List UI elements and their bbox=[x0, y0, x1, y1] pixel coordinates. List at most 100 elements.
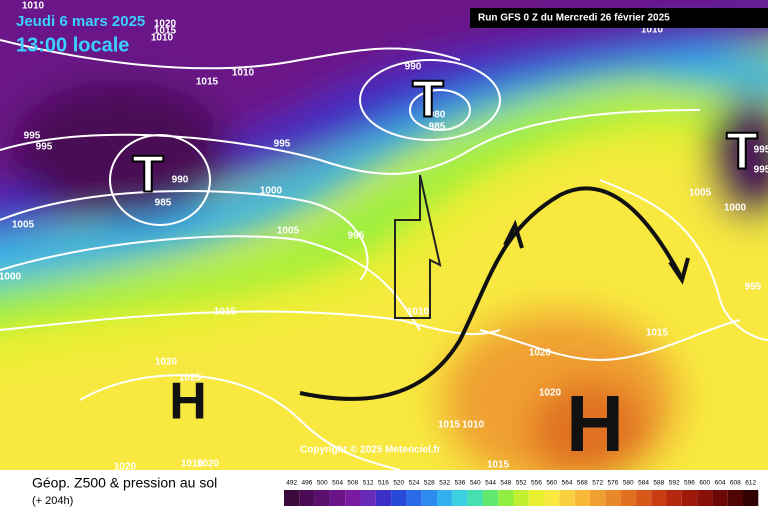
isobar-label: 1000 bbox=[0, 272, 22, 283]
scale-label: 556 bbox=[531, 480, 542, 487]
isobar-label: 995 bbox=[745, 282, 762, 293]
scale-swatch bbox=[391, 490, 407, 506]
scale-swatch bbox=[284, 490, 300, 506]
isobar-label: 1020 bbox=[529, 348, 552, 359]
pressure-center: T bbox=[412, 71, 444, 129]
isobar-label: 995 bbox=[754, 165, 768, 176]
copyright: Copyright © 2025 Meteociel.fr bbox=[300, 445, 441, 456]
scale-label: 540 bbox=[470, 480, 481, 487]
isobar-label: 1000 bbox=[260, 186, 283, 197]
isobar-label: 995 bbox=[348, 231, 365, 242]
isobar-label: 1015 bbox=[646, 328, 669, 339]
scale-swatch bbox=[299, 490, 315, 506]
scale-swatch bbox=[635, 490, 652, 506]
scale-swatch bbox=[590, 490, 606, 506]
isobar-label: 1025 bbox=[179, 373, 202, 384]
scale-swatch bbox=[620, 490, 636, 506]
scale-swatch bbox=[467, 490, 483, 506]
scale-label: 584 bbox=[638, 480, 649, 487]
scale-label: 572 bbox=[592, 480, 603, 487]
scale-label: 612 bbox=[745, 480, 756, 487]
scale-swatch bbox=[727, 490, 743, 506]
pressure-center: H bbox=[566, 379, 624, 468]
isobar-label: 1010 bbox=[181, 459, 204, 470]
scale-label: 508 bbox=[347, 480, 358, 487]
scale-label: 568 bbox=[577, 480, 588, 487]
isobar-label: 1010 bbox=[22, 1, 45, 12]
isobar-label: 1020 bbox=[155, 357, 178, 368]
scale-label: 564 bbox=[562, 480, 573, 487]
scale-label: 596 bbox=[684, 480, 695, 487]
date-label: Jeudi 6 mars 2025 bbox=[16, 13, 145, 30]
scale-swatch bbox=[437, 490, 453, 506]
isobar-label: 990 bbox=[172, 175, 189, 186]
scale-label: 504 bbox=[332, 480, 343, 487]
scale-swatch bbox=[666, 490, 682, 506]
front bbox=[299, 174, 690, 401]
pressure-center: T bbox=[726, 123, 758, 181]
scale-swatch bbox=[452, 490, 468, 506]
scale-swatch bbox=[743, 490, 759, 506]
scale-label: 560 bbox=[546, 480, 557, 487]
pressure-center: H bbox=[169, 373, 207, 431]
isobar-label: 1015 bbox=[154, 26, 177, 37]
isobar-label: 1020 bbox=[114, 462, 137, 473]
time-label: 13:00 locale bbox=[16, 34, 129, 56]
footer-subtitle: (+ 204h) bbox=[32, 495, 73, 507]
scale-label: 492 bbox=[286, 480, 297, 487]
color-scale: 492 496 500 504 508 512 516 520 524 528 532 536 540 5… bbox=[284, 480, 759, 506]
scale-swatch bbox=[513, 490, 529, 506]
isobar-label: 1010 bbox=[407, 307, 430, 318]
scale-swatch bbox=[314, 490, 330, 506]
isobar-label: 995 bbox=[274, 139, 291, 150]
isobar-label: 995 bbox=[24, 131, 41, 142]
scale-swatch bbox=[482, 490, 499, 506]
scale-label: 592 bbox=[669, 480, 680, 487]
scale-label: 512 bbox=[363, 480, 374, 487]
scale-swatch bbox=[406, 490, 422, 506]
scale-label: 604 bbox=[715, 480, 726, 487]
isobar-label: 995 bbox=[36, 142, 53, 153]
isobar-label: 1000 bbox=[724, 203, 747, 214]
isobar-label: 980 bbox=[429, 110, 446, 121]
scale-swatch bbox=[697, 490, 713, 506]
scale-label: 548 bbox=[500, 480, 511, 487]
isobar-label: 1010 bbox=[641, 25, 664, 36]
scale-label: 600 bbox=[699, 480, 710, 487]
scale-swatch bbox=[712, 490, 728, 506]
isobar-label: 1005 bbox=[12, 220, 35, 231]
scale-label: 528 bbox=[424, 480, 435, 487]
pressure-center: T bbox=[132, 146, 164, 204]
isobar-label: 990 bbox=[405, 62, 422, 73]
scale-swatch bbox=[681, 490, 698, 506]
run-banner bbox=[470, 8, 768, 28]
run-label: Run GFS 0 Z du Mercredi 26 février 2025 bbox=[478, 13, 670, 24]
scale-label: 532 bbox=[439, 480, 450, 487]
isobar-label: 1015 bbox=[214, 307, 237, 318]
scale-swatch bbox=[528, 490, 545, 506]
scale-label: 516 bbox=[378, 480, 389, 487]
scale-label: 496 bbox=[302, 480, 313, 487]
isobar-label: 1010 bbox=[232, 68, 255, 79]
scale-swatch bbox=[329, 490, 346, 506]
isobar-label: 1020 bbox=[197, 459, 220, 470]
scale-swatch bbox=[498, 490, 514, 506]
isobar-label: 985 bbox=[155, 198, 172, 209]
scale-label: 576 bbox=[608, 480, 619, 487]
scale-swatch bbox=[375, 490, 392, 506]
scale-swatch bbox=[651, 490, 667, 506]
isobar-label: 1015 bbox=[438, 420, 461, 431]
scale-label: 520 bbox=[393, 480, 404, 487]
isobar-label: 1020 bbox=[154, 19, 177, 30]
scale-swatch bbox=[544, 490, 560, 506]
scale-label: 500 bbox=[317, 480, 328, 487]
scale-swatch bbox=[421, 490, 437, 506]
isobar-label: 1015 bbox=[487, 460, 510, 471]
scale-swatch bbox=[559, 490, 575, 506]
scale-label: 608 bbox=[730, 480, 741, 487]
scale-swatch bbox=[345, 490, 361, 506]
isobar-label: 995 bbox=[754, 145, 768, 156]
